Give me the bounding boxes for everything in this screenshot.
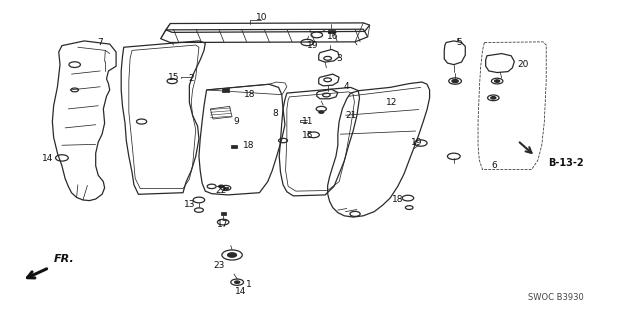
Text: 15: 15 (168, 73, 180, 82)
Text: 4: 4 (344, 82, 349, 91)
Text: 22: 22 (216, 186, 227, 195)
Text: 14: 14 (235, 287, 246, 296)
Circle shape (495, 80, 500, 82)
Text: 5: 5 (456, 38, 462, 47)
Circle shape (452, 79, 458, 83)
Bar (231, 145, 237, 148)
Circle shape (491, 97, 496, 99)
Text: 10: 10 (255, 13, 267, 22)
Circle shape (319, 111, 324, 113)
Text: 17: 17 (217, 220, 228, 229)
Text: 19: 19 (411, 137, 422, 147)
Text: 12: 12 (386, 98, 397, 107)
Bar (328, 30, 335, 33)
Text: 21: 21 (345, 111, 356, 120)
Text: 14: 14 (42, 154, 53, 163)
Text: 18: 18 (392, 195, 403, 204)
Text: 18: 18 (243, 141, 254, 150)
Text: B-13-2: B-13-2 (548, 158, 584, 168)
Text: 3: 3 (336, 54, 342, 63)
Text: 9: 9 (233, 117, 239, 126)
Text: 1: 1 (246, 280, 252, 289)
Text: 2: 2 (188, 74, 194, 83)
Text: SWOC B3930: SWOC B3930 (528, 293, 584, 301)
Text: 6: 6 (491, 161, 497, 170)
Text: 23: 23 (214, 261, 225, 270)
Text: 16: 16 (327, 32, 339, 41)
Text: 19: 19 (307, 41, 318, 49)
Text: 13: 13 (184, 200, 196, 209)
Bar (221, 212, 226, 214)
Text: 15: 15 (301, 131, 313, 140)
Circle shape (219, 185, 224, 188)
Bar (223, 187, 228, 189)
Text: 7: 7 (97, 38, 103, 47)
Circle shape (228, 253, 237, 257)
Text: FR.: FR. (54, 254, 74, 264)
Circle shape (235, 281, 240, 284)
Bar (222, 88, 229, 92)
Text: 8: 8 (273, 109, 278, 118)
Text: 18: 18 (244, 90, 255, 99)
Text: 11: 11 (301, 117, 313, 126)
Text: 20: 20 (517, 60, 529, 69)
